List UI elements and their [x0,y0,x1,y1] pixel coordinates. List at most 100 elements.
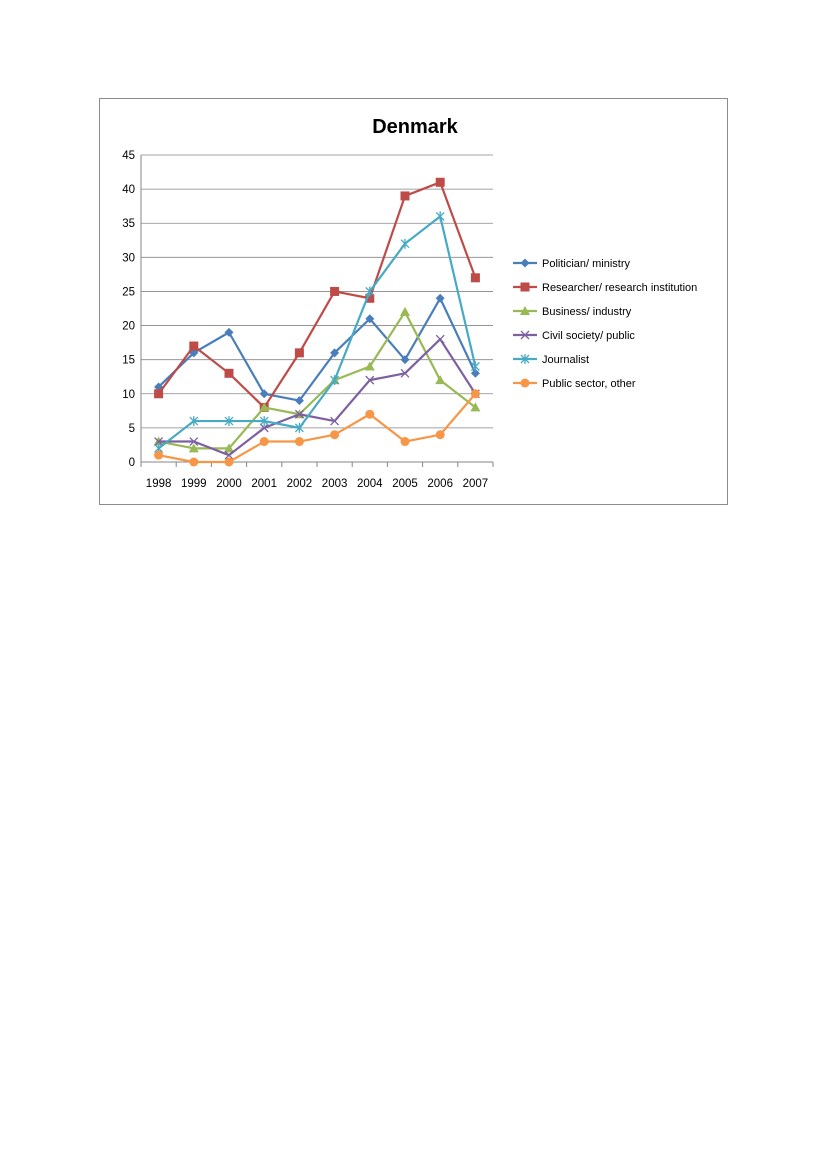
legend-item: Public sector, other [513,378,636,390]
data-point [189,416,199,427]
data-point [259,402,270,412]
legend-label: Researcher/ research institution [542,282,697,294]
legend-label: Journalist [542,354,589,366]
data-point [435,211,445,222]
legend-item: Civil society/ public [513,330,635,342]
y-tick-label: 10 [122,389,135,401]
data-point [400,368,410,378]
data-point [400,191,410,201]
data-point [400,238,410,249]
series-5 [154,389,480,467]
x-tick-label: 2002 [287,478,313,490]
data-point [154,450,164,460]
series-1 [154,177,480,412]
data-point [154,437,164,446]
data-point [259,416,269,427]
legend-marker [520,258,530,268]
series-line [158,338,477,457]
data-point [189,341,199,351]
data-point [330,430,340,440]
legend-marker [520,354,530,364]
data-point [330,348,340,358]
data-point [259,389,269,399]
data-point [259,437,269,447]
data-point [189,437,199,446]
data-point [224,457,234,467]
x-tick-label: 2001 [251,478,277,490]
data-point [435,375,446,385]
y-tick-label: 35 [122,218,135,230]
line-chart: Denmark 0 5 10 15 20 25 30 35 40 45 1998 1999 2000 2… [122,116,697,490]
legend-item: Researcher/ research institution [513,282,697,294]
series-line [157,297,477,402]
x-axis-ticks: 1998 1999 2000 2001 2002 2003 2004 2005 2006 2007 [146,478,488,490]
data-point [435,334,445,344]
chart-frame: Denmark 0 5 10 15 20 25 30 35 40 45 1998 1999 2000 2… [99,98,728,505]
data-point [435,293,445,303]
data-point [294,422,304,433]
data-point [224,416,234,427]
data-point [365,375,375,385]
data-point [259,423,269,433]
data-point [400,306,410,316]
y-tick-label: 30 [122,252,135,264]
x-tick-label: 2004 [357,478,383,490]
legend-label: Politician/ ministry [542,258,631,270]
legend-label: Public sector, other [542,378,636,390]
data-point [294,348,304,358]
y-tick-label: 40 [122,184,135,196]
y-tick-label: 25 [122,286,135,298]
chart-title: Denmark [372,116,458,138]
data-point [224,327,234,337]
series-line [158,393,477,464]
legend-marker [520,306,530,315]
series-2 [153,306,481,453]
legend-item: Journalist [513,354,589,366]
x-tick-label: 1998 [146,478,172,490]
x-tick-label: 1999 [181,478,207,490]
data-point [365,293,375,303]
series-line [157,181,477,409]
x-tick-label: 2007 [463,478,489,490]
data-point [470,402,481,412]
y-tick-label: 0 [129,457,135,469]
data-point [154,389,164,399]
data-point [435,430,445,440]
legend-marker [520,282,530,292]
series-4 [154,211,480,454]
y-tick-label: 20 [122,321,135,333]
x-tick-label: 2005 [392,478,418,490]
legend-item: Business/ industry [513,306,632,318]
legend-label: Business/ industry [542,306,632,318]
legend-marker [520,378,530,388]
data-point [294,396,304,406]
data-point [224,368,234,378]
data-point [470,389,480,399]
legend: Politician/ ministry Researcher/ research… [513,258,697,390]
data-point [365,409,375,419]
data-point [470,368,480,378]
data-point [365,314,375,324]
data-point [435,177,445,187]
y-tick-label: 15 [122,355,135,367]
legend-label: Civil society/ public [542,330,635,342]
data-point [330,286,340,296]
y-axis-ticks: 0 5 10 15 20 25 30 35 40 45 [122,150,135,469]
series-lines [153,177,481,467]
data-point [400,437,410,447]
x-tick-label: 2000 [216,478,242,490]
data-point [188,443,199,453]
data-point [154,382,164,392]
legend-item: Politician/ ministry [513,258,631,270]
y-tick-label: 45 [122,150,135,162]
data-point [294,409,304,419]
data-point [400,355,410,365]
data-point [294,437,304,447]
data-point [330,375,340,386]
data-point [330,416,340,426]
legend-marker [520,330,530,340]
data-point [470,361,480,372]
x-tick-label: 2003 [322,478,348,490]
gridlines [141,154,493,429]
data-point [224,443,234,453]
